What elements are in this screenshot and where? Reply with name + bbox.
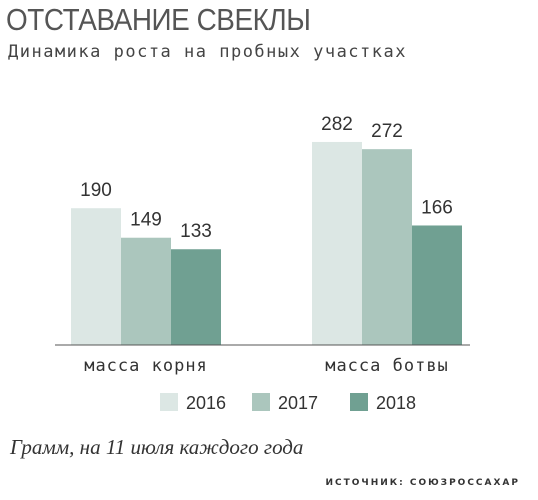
bar-tops-2017 [362, 149, 412, 345]
bar-tops-2018 [412, 225, 462, 345]
category-label-tops: масса ботвы [325, 356, 449, 376]
legend-label-2016: 2016 [186, 393, 226, 413]
bar-root-2016 [71, 208, 121, 345]
data-label-tops-2017: 272 [371, 121, 403, 142]
data-label-root-2017: 149 [130, 210, 162, 231]
unit-note: Грамм, на 11 июля каждого года [10, 435, 304, 459]
legend-label-2018: 2018 [376, 393, 416, 413]
bar-root-2018 [171, 249, 221, 345]
bar-tops-2016 [312, 141, 362, 345]
legend-swatch-2017 [252, 393, 270, 411]
data-label-root-2016: 190 [80, 180, 112, 201]
category-label-root: масса корня [84, 356, 208, 376]
bar-chart: 190 149 133 282 272 166 масса корня масса ботвы… [55, 114, 470, 413]
source-note: ИСТОЧНИК: СОЮЗРОССАХАР [325, 478, 520, 488]
legend-swatch-2018 [350, 393, 368, 411]
legend-swatch-2016 [160, 393, 178, 411]
chart-subtitle: Динамика роста на пробных участках [8, 42, 407, 62]
data-label-tops-2016: 282 [321, 114, 353, 135]
chart-title: ОТСТАВАНИЕ СВЕКЛЫ [6, 2, 311, 37]
data-label-root-2018: 133 [180, 221, 212, 242]
data-label-tops-2018: 166 [421, 197, 453, 218]
bar-root-2017 [121, 237, 171, 345]
legend-label-2017: 2017 [278, 393, 318, 413]
